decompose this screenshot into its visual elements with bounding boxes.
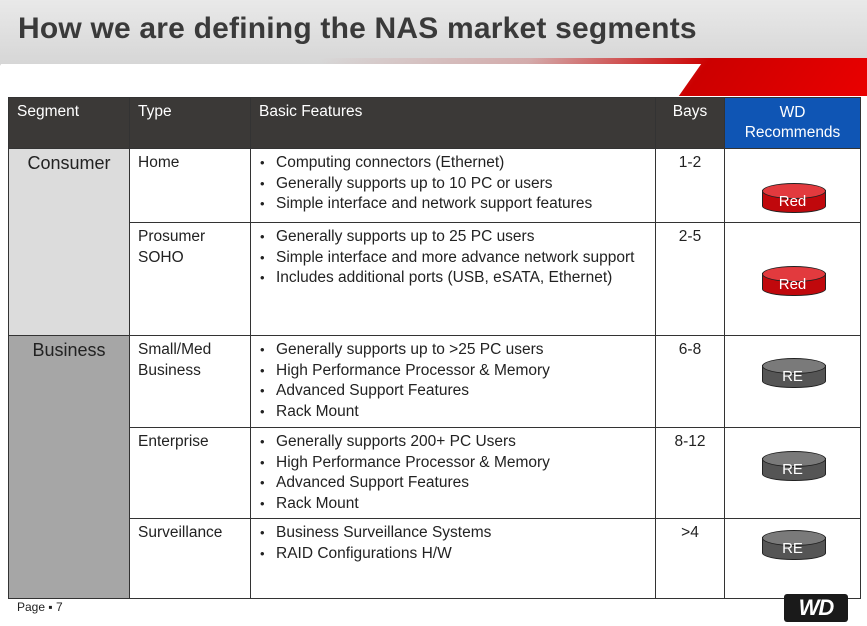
type-cell: Surveillance	[129, 518, 251, 599]
feature-item: Includes additional ports (USB, eSATA, E…	[259, 268, 647, 289]
recommend-cell: Red	[724, 222, 861, 336]
recommend-cell: Red	[724, 148, 861, 223]
feature-item: Generally supports up to 10 PC or users	[259, 174, 647, 195]
table-row: Surveillance Business Surveillance Syste…	[9, 518, 861, 599]
header-white-swoosh	[0, 64, 702, 96]
feature-item: Advanced Support Features	[259, 473, 647, 494]
slide-title: How we are defining the NAS market segme…	[18, 12, 697, 45]
header-band	[0, 0, 867, 96]
feature-item: Business Surveillance Systems	[259, 523, 647, 544]
feature-list: Computing connectors (Ethernet) Generall…	[259, 153, 647, 215]
feature-item: Rack Mount	[259, 494, 647, 515]
segment-business: Business	[8, 335, 130, 599]
feature-list: Generally supports up to 25 PC users Sim…	[259, 227, 647, 289]
drive-label: Red	[778, 193, 807, 210]
bays-cell: 8-12	[655, 427, 725, 519]
segment-consumer: Consumer	[8, 148, 130, 336]
table-row: Prosumer SOHO Generally supports up to 2…	[9, 222, 861, 336]
type-line: Prosumer	[138, 228, 206, 245]
wd-logo: WD	[784, 594, 848, 622]
header-segment: Segment	[8, 97, 130, 149]
feature-item: Computing connectors (Ethernet)	[259, 153, 647, 174]
bays-cell: 6-8	[655, 335, 725, 428]
re-drive-icon: RE	[761, 530, 826, 560]
features-cell: Generally supports up to >25 PC users Hi…	[250, 335, 656, 428]
feature-item: Simple interface and more advance networ…	[259, 248, 647, 269]
recommend-cell: RE	[724, 427, 861, 519]
feature-item: High Performance Processor & Memory	[259, 361, 647, 382]
feature-item: Generally supports up to 25 PC users	[259, 227, 647, 248]
type-line: Small/Med	[138, 341, 212, 358]
re-drive-icon: RE	[761, 451, 826, 481]
table-row: Enterprise Generally supports 200+ PC Us…	[9, 427, 861, 519]
table-header-row: Segment Type Basic Features Bays WD Reco…	[8, 97, 861, 149]
type-cell: Home	[129, 148, 251, 223]
re-drive-icon: RE	[761, 358, 826, 388]
features-cell: Generally supports 200+ PC Users High Pe…	[250, 427, 656, 519]
table-row: Business Small/Med Business Generally su…	[8, 335, 861, 599]
drive-label: RE	[782, 540, 803, 557]
feature-item: RAID Configurations H/W	[259, 544, 647, 565]
bays-cell: 1-2	[655, 148, 725, 223]
header-basic-features: Basic Features	[250, 97, 656, 149]
type-cell: Small/Med Business	[129, 335, 251, 428]
type-line: Surveillance	[138, 524, 223, 541]
red-drive-icon: Red	[761, 183, 826, 213]
page-number: Page ▪ 7	[17, 600, 63, 614]
header-wd-line2: Recommends	[744, 124, 841, 141]
type-line: SOHO	[138, 248, 184, 266]
feature-item: Generally supports 200+ PC Users	[259, 432, 647, 453]
recommend-cell: RE	[724, 518, 861, 599]
bays-cell: 2-5	[655, 222, 725, 336]
feature-list: Generally supports up to >25 PC users Hi…	[259, 340, 647, 422]
header-bays: Bays	[655, 97, 725, 149]
type-cell: Enterprise	[129, 427, 251, 519]
feature-list: Generally supports 200+ PC Users High Pe…	[259, 432, 647, 514]
feature-item: Generally supports up to >25 PC users	[259, 340, 647, 361]
feature-item: High Performance Processor & Memory	[259, 453, 647, 474]
features-cell: Generally supports up to 25 PC users Sim…	[250, 222, 656, 336]
header-type: Type	[129, 97, 251, 149]
drive-label: RE	[782, 368, 803, 385]
type-line: Enterprise	[138, 433, 209, 450]
type-line: Home	[138, 154, 180, 171]
features-cell: Business Surveillance Systems RAID Confi…	[250, 518, 656, 599]
header-wd-recommends: WD Recommends	[724, 97, 861, 149]
type-cell: Prosumer SOHO	[129, 222, 251, 336]
type-line: Business	[138, 361, 201, 379]
segments-table: Segment Type Basic Features Bays WD Reco…	[8, 97, 861, 599]
header-wd-line1: WD	[779, 104, 806, 121]
bays-cell: >4	[655, 518, 725, 599]
table-row: Consumer Home Computing connectors (Ethe…	[8, 148, 861, 336]
feature-item: Rack Mount	[259, 402, 647, 423]
recommend-cell: RE	[724, 335, 861, 428]
feature-item: Simple interface and network support fea…	[259, 194, 647, 215]
drive-label: RE	[782, 461, 803, 478]
feature-list: Business Surveillance Systems RAID Confi…	[259, 523, 647, 564]
features-cell: Computing connectors (Ethernet) Generall…	[250, 148, 656, 223]
feature-item: Advanced Support Features	[259, 381, 647, 402]
drive-label: Red	[778, 276, 807, 293]
red-drive-icon: Red	[761, 266, 826, 296]
